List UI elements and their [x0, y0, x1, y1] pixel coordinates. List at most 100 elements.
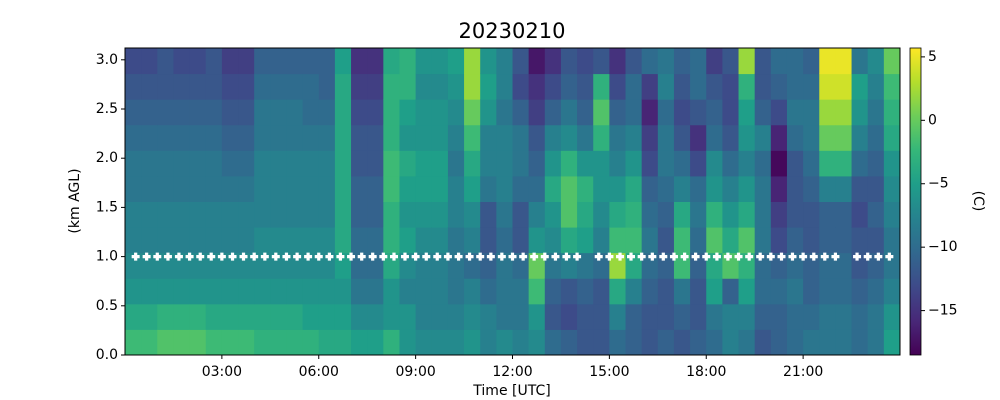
- heatmap-cell: [577, 278, 594, 305]
- heatmap-cell: [528, 48, 546, 75]
- x-tick-label: 15:00: [589, 364, 629, 380]
- colorbar-tick-label: −10: [928, 239, 958, 255]
- heatmap-cell: [367, 303, 384, 330]
- heatmap-cell: [367, 175, 384, 202]
- heatmap-cell: [351, 150, 368, 177]
- heatmap-cell: [464, 99, 481, 126]
- heatmap-cell: [447, 227, 465, 254]
- heatmap-cell: [577, 150, 594, 177]
- heatmap-cell: [738, 150, 756, 177]
- heatmap-cell: [706, 99, 723, 126]
- heatmap-cell: [786, 303, 804, 330]
- heatmap-cell: [609, 124, 627, 151]
- heatmap: [125, 48, 900, 355]
- heatmap-cell: [512, 175, 530, 202]
- heatmap-cell: [125, 278, 142, 305]
- x-tick-label: 03:00: [202, 364, 242, 380]
- heatmap-cell: [609, 227, 627, 254]
- heatmap-cell: [286, 227, 304, 254]
- y-tick-label: 0.0: [96, 347, 118, 363]
- heatmap-cell: [141, 48, 158, 75]
- heatmap-cell: [609, 201, 627, 228]
- heatmap-cell: [141, 73, 158, 100]
- heatmap-cell: [254, 150, 271, 177]
- heatmap-cell: [447, 150, 465, 177]
- heatmap-cell: [706, 201, 723, 228]
- heatmap-cell: [851, 73, 869, 100]
- heatmap-cell: [625, 99, 643, 126]
- heatmap-cell: [754, 48, 772, 75]
- heatmap-cell: [512, 278, 530, 305]
- heatmap-cell: [706, 175, 723, 202]
- heatmap-cell: [334, 201, 352, 228]
- heatmap-cell: [351, 303, 368, 330]
- heatmap-cell: [125, 150, 142, 177]
- heatmap-cell: [334, 303, 352, 330]
- heatmap-cell: [738, 278, 756, 305]
- heatmap-cell: [302, 303, 320, 330]
- heatmap-cell: [657, 99, 675, 126]
- heatmap-cell: [722, 329, 740, 355]
- heatmap-cell: [447, 73, 465, 100]
- heatmap-cell: [835, 252, 853, 279]
- marker: [831, 252, 840, 261]
- heatmap-cell: [189, 124, 207, 151]
- heatmap-cell: [690, 227, 707, 254]
- heatmap-cell: [851, 150, 869, 177]
- marker: [497, 252, 506, 261]
- heatmap-cell: [270, 303, 287, 330]
- heatmap-cell: [770, 175, 788, 202]
- heatmap-cell: [690, 124, 707, 151]
- heatmap-cell: [803, 252, 820, 279]
- heatmap-cell: [819, 227, 836, 254]
- heatmap-cell: [835, 201, 853, 228]
- heatmap-cell: [786, 175, 804, 202]
- heatmap-cell: [673, 227, 691, 254]
- marker: [874, 252, 883, 261]
- heatmap-cell: [803, 48, 820, 75]
- heatmap-cell: [157, 99, 174, 126]
- heatmap-cell: [496, 175, 513, 202]
- heatmap-cell: [351, 73, 368, 100]
- heatmap-cell: [883, 278, 900, 305]
- marker: [347, 252, 356, 261]
- heatmap-cell: [754, 303, 772, 330]
- heatmap-cell: [786, 73, 804, 100]
- heatmap-cell: [641, 201, 659, 228]
- heatmap-cell: [512, 99, 530, 126]
- heatmap-cell: [318, 48, 336, 75]
- heatmap-cell: [318, 252, 336, 279]
- heatmap-cell: [286, 329, 304, 355]
- heatmap-cell: [738, 48, 756, 75]
- marker: [142, 252, 151, 261]
- heatmap-cell: [593, 303, 610, 330]
- heatmap-cell: [270, 99, 287, 126]
- heatmap-cell: [189, 99, 207, 126]
- heatmap-cell: [447, 175, 465, 202]
- heatmap-cell: [141, 124, 158, 151]
- heatmap-cell: [738, 227, 756, 254]
- heatmap-cell: [383, 252, 400, 279]
- heatmap-cell: [690, 175, 707, 202]
- marker: [594, 252, 603, 261]
- heatmap-cell: [173, 201, 191, 228]
- heatmap-cell: [722, 303, 740, 330]
- heatmap-cell: [496, 303, 513, 330]
- marker: [486, 252, 495, 261]
- heatmap-cell: [641, 150, 659, 177]
- heatmap-cell: [738, 201, 756, 228]
- marker: [659, 252, 668, 261]
- heatmap-cell: [496, 329, 513, 355]
- marker: [454, 252, 463, 261]
- heatmap-cell: [415, 201, 433, 228]
- heatmap-cell: [786, 201, 804, 228]
- heatmap-cell: [867, 329, 885, 355]
- heatmap-cell: [803, 303, 820, 330]
- heatmap-cell: [706, 48, 723, 75]
- heatmap-cell: [173, 48, 191, 75]
- heatmap-cell: [803, 124, 820, 151]
- heatmap-cell: [754, 175, 772, 202]
- heatmap-cell: [254, 124, 271, 151]
- heatmap-cell: [512, 48, 530, 75]
